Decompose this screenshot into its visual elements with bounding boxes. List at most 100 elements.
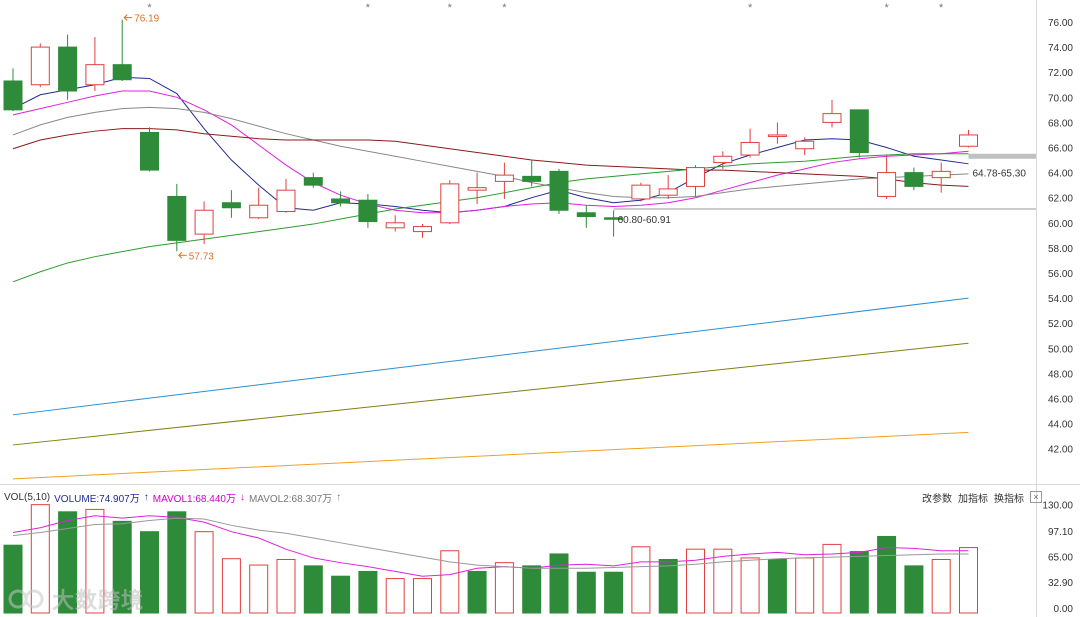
price-annotation: 57.73 [189,251,214,262]
add-indicator-button[interactable]: 加指标 [958,493,988,505]
candle-body [604,217,624,220]
candle-body [140,131,159,171]
moving-average-line [12,342,969,446]
price-y-tick-label: 60.00 [1048,219,1073,230]
volume-bar [385,578,405,614]
candle-body [167,195,187,241]
candle-body [549,170,569,211]
watermark: 大数跨境 [8,583,144,615]
candle-body [740,141,760,156]
price-y-tick-label: 46.00 [1048,395,1073,406]
candle-body [631,184,651,200]
mavol2-value: MAVOL2:68.307万 [248,493,333,505]
candle-body [276,189,296,213]
volume-bar [549,553,569,614]
price-y-tick-label: 74.00 [1048,43,1073,54]
mavol2-arrow-up-icon: ↑ [336,491,342,503]
volume-bar [822,543,842,614]
price-annotation: 60.80-60.91 [618,215,672,226]
volume-y-tick-label: 0.00 [1054,604,1074,615]
price-y-tick-label: 72.00 [1048,68,1073,79]
price-y-tick-label: 68.00 [1048,118,1073,129]
volume-bar [494,562,514,614]
volume-bar [467,570,487,614]
price-y-tick-label: 58.00 [1048,244,1073,255]
price-annotation: 64.78-65.30 [973,169,1027,180]
candle-body [522,175,542,182]
volume-bar [658,559,678,614]
volume-bar [249,564,269,614]
volume-bar [276,559,296,614]
watermark-logo-icon [8,589,44,609]
candle-body [931,170,951,179]
volume-indicator-title[interactable]: VOL(5,10) [4,491,51,503]
volume-bar [877,535,897,614]
candle-body [85,64,105,86]
price-chart: 76.00 74.00 72.00 70.00 68.00 66.00 64.00 62.00… [0,0,1080,485]
volume-bar [522,565,542,614]
volume-bar [795,557,815,614]
volume-toolbar: 改参数 加指标 换指标 × [922,489,1042,505]
candle-body [576,212,596,218]
candle-body [467,187,487,191]
candle-body [331,198,351,204]
price-y-tick-label: 64.00 [1048,169,1073,180]
candle-body [440,183,460,224]
volume-bar [686,548,705,614]
volume-bar [631,546,651,614]
volume-bar [767,559,787,614]
close-icon[interactable]: × [1030,491,1042,503]
volume-bar [167,511,187,614]
candle-body [358,199,378,223]
volume-bar [931,559,951,614]
mavol1-arrow-down-icon: ↓ [239,491,245,503]
candle-body [249,204,269,219]
event-marker: * [448,2,453,14]
price-y-tick-label: 66.00 [1048,144,1073,155]
candle-body [795,140,815,150]
volume-bar [959,547,978,614]
price-y-tick-label: 62.00 [1048,194,1073,205]
volume-bar [713,548,733,614]
candle-body [686,167,705,187]
candle-body [112,64,132,81]
volume-bar [413,578,432,614]
annotation-arrow-head [123,14,128,21]
price-y-tick-label: 52.00 [1048,319,1073,330]
volume-bar [194,531,214,614]
volume-y-tick-label: 32.90 [1048,578,1073,589]
candle-body [194,209,214,235]
price-y-tick-label: 70.00 [1048,93,1073,104]
candle-body [58,46,78,92]
annotation-arrow-head [178,251,183,259]
event-marker: * [366,2,371,14]
candle-body [904,172,924,187]
volume-average-line [12,517,969,569]
price-y-tick-label: 56.00 [1048,269,1073,280]
moving-average-line [12,90,969,214]
candle-body [221,202,241,209]
moving-average-line [12,128,969,187]
moving-average-line [12,153,969,283]
volume-bar [331,575,351,614]
candle-body [959,134,978,147]
candle-body [713,155,733,164]
event-marker: * [939,2,944,14]
candle-body [767,134,787,137]
event-marker: * [502,2,507,14]
volume-y-tick-label: 130.00 [1042,501,1073,512]
switch-indicator-button[interactable]: 换指标 [994,493,1024,505]
candle-body [494,174,514,182]
volume-bar [358,570,378,614]
volume-bar [604,571,624,614]
volume-value: VOLUME:74.907万 [54,493,140,505]
price-y-tick-label: 42.00 [1048,445,1073,456]
price-annotation: 76.19 [134,14,159,25]
volume-bar [576,571,596,614]
watermark-text: 大数跨境 [52,588,145,613]
event-marker: * [884,2,889,14]
volume-arrow-up-icon: ↑ [143,491,149,503]
event-marker: * [748,2,753,14]
volume-bar [740,557,760,614]
modify-params-button[interactable]: 改参数 [922,493,952,505]
